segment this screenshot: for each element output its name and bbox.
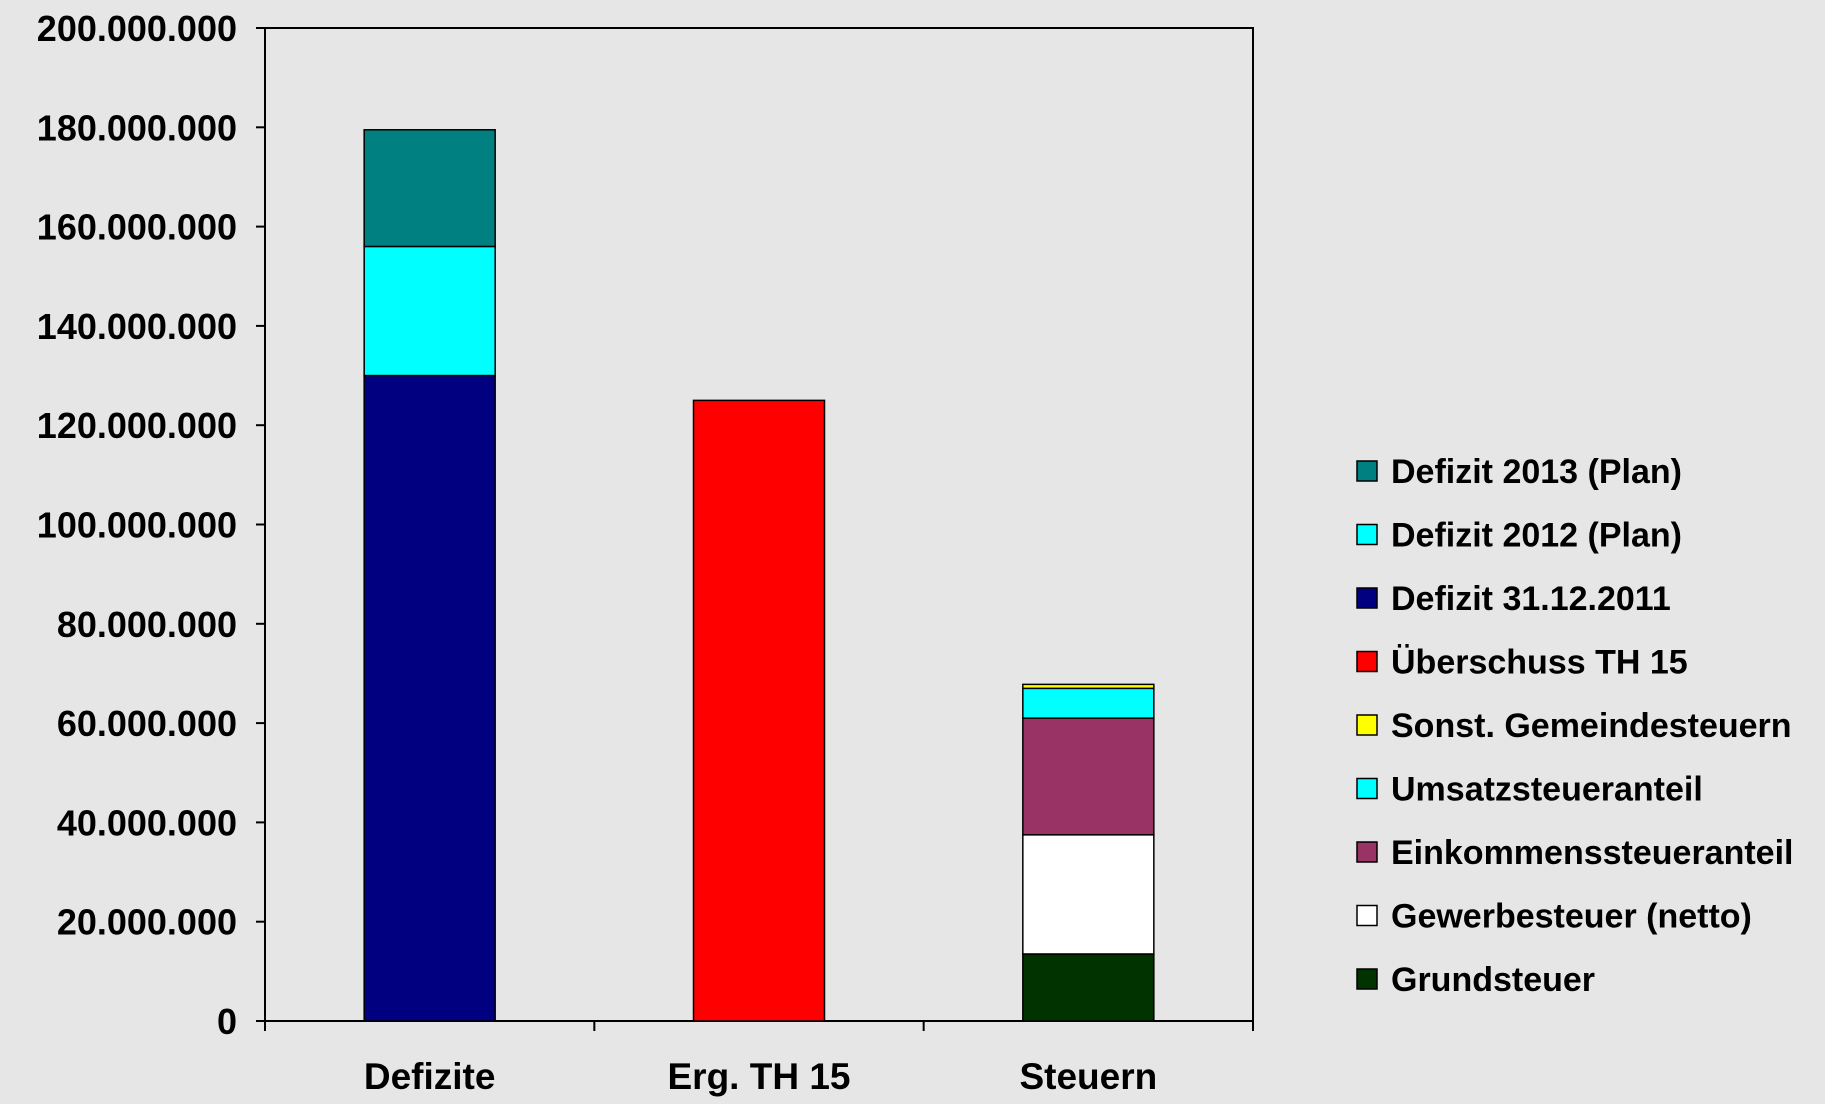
y-tick-label: 20.000.000 (57, 902, 237, 943)
x-tick-label: Erg. TH 15 (668, 1056, 851, 1097)
legend-label: Defizit 2012 (Plan) (1391, 517, 1682, 555)
bar-segment-defizit-31-12-2011-defizite (363, 374, 496, 1022)
legend-swatch (1356, 968, 1378, 990)
legend: Defizit 2013 (Plan) Defizit 2012 (Plan) De… (1356, 453, 1793, 999)
bar-segment-defizit-2013-plan-defizite (363, 129, 496, 248)
x-tick-label: Steuern (1019, 1056, 1157, 1097)
legend-swatch (1356, 714, 1378, 736)
legend-item-defizit-2013-plan: Defizit 2013 (Plan) (1356, 453, 1682, 491)
y-tick-label: 120.000.000 (37, 405, 237, 446)
y-tick-label: 200.000.000 (37, 8, 237, 49)
legend-label: Sonst. Gemeindesteuern (1391, 707, 1792, 745)
y-tick-label: 140.000.000 (37, 306, 237, 347)
legend-label: Überschuss TH 15 (1391, 644, 1688, 682)
y-tick-label: 160.000.000 (37, 207, 237, 248)
legend-label: Grundsteuer (1391, 961, 1595, 999)
bar-segment-sonst-gemeindesteuern-steuern (1022, 683, 1155, 690)
legend-item-defizit-31-12-2011: Defizit 31.12.2011 (1356, 580, 1671, 618)
bars (363, 129, 1155, 1022)
y-tick-label: 60.000.000 (57, 703, 237, 744)
legend-label: Einkommenssteueranteil (1391, 834, 1793, 872)
legend-swatch (1356, 587, 1378, 609)
bar-segment-umsatzsteueranteil-steuern (1022, 687, 1155, 719)
legend-item-gewerbesteuer-netto: Gewerbesteuer (netto) (1356, 898, 1752, 936)
axes: 0 20.000.000 40.000.000 60.000.000 80.000.00… (37, 8, 1254, 1097)
legend-swatch (1356, 904, 1378, 927)
y-tick-label: 100.000.000 (37, 505, 237, 546)
legend-swatch (1356, 650, 1378, 673)
legend-label: Gewerbesteuer (netto) (1391, 898, 1752, 936)
legend-swatch (1356, 841, 1378, 863)
legend-label: Defizit 2013 (Plan) (1391, 453, 1682, 491)
x-tick-label: Defizite (364, 1056, 496, 1097)
legend-label: Defizit 31.12.2011 (1391, 580, 1671, 618)
legend-swatch (1356, 523, 1378, 546)
legend-item-einkommenssteueranteil: Einkommenssteueranteil (1356, 834, 1793, 872)
legend-item-überschuss-th-15: Überschuss TH 15 (1356, 644, 1688, 682)
y-tick-label: 180.000.000 (37, 107, 237, 148)
legend-item-defizit-2012-plan: Defizit 2012 (Plan) (1356, 517, 1682, 555)
bar-segment-einkommenssteueranteil-steuern (1022, 717, 1155, 836)
y-tick-label: 0 (217, 1001, 237, 1042)
bar-segment-überschuss-th-15-erg-th-15 (692, 399, 826, 1022)
legend-swatch (1356, 777, 1378, 800)
legend-item-umsatzsteueranteil: Umsatzsteueranteil (1356, 771, 1703, 809)
bar-segment-grundsteuer-steuern (1022, 953, 1155, 1022)
y-tick-label: 40.000.000 (57, 802, 237, 843)
legend-item-grundsteuer: Grundsteuer (1356, 961, 1595, 999)
legend-label: Umsatzsteueranteil (1391, 771, 1703, 809)
bar-segment-gewerbesteuer-netto-steuern (1022, 834, 1155, 955)
y-tick-label: 80.000.000 (57, 604, 237, 645)
bar-segment-defizit-2012-plan-defizite (363, 245, 496, 377)
legend-item-sonst-gemeindesteuern: Sonst. Gemeindesteuern (1356, 707, 1792, 745)
legend-swatch (1356, 460, 1378, 482)
